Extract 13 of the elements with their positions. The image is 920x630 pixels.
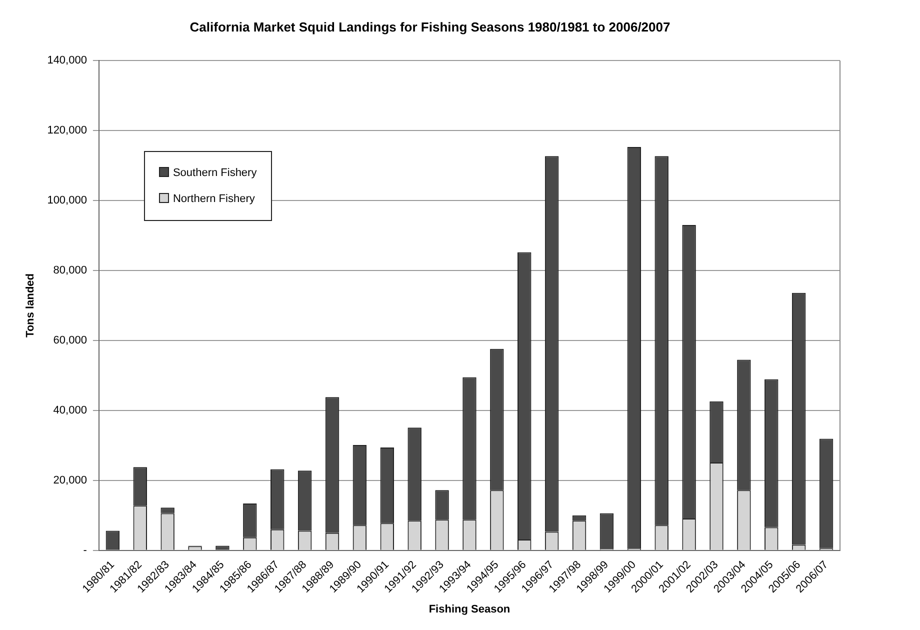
y-tick-label: 80,000 — [53, 264, 87, 277]
y-tick-label: 120,000 — [47, 124, 87, 137]
y-tick-label: - — [83, 544, 88, 556]
y-axis-title: Tons landed — [24, 273, 37, 338]
y-tick-label: 100,000 — [47, 194, 87, 207]
y-tick-label: 40,000 — [53, 404, 87, 416]
legend-label: Northern Fishery — [172, 192, 256, 207]
legend-label: Southern Fishery — [172, 166, 257, 181]
y-tick-label: 140,000 — [47, 54, 87, 67]
x-axis-title: Fishing Season — [428, 603, 510, 616]
y-tick-label: 60,000 — [53, 334, 87, 346]
chart-title: California Market Squid Landings for Fishing Seasons 1980/1981 to 2006/2007 — [190, 19, 670, 34]
y-tick-label: 20,000 — [53, 474, 87, 486]
